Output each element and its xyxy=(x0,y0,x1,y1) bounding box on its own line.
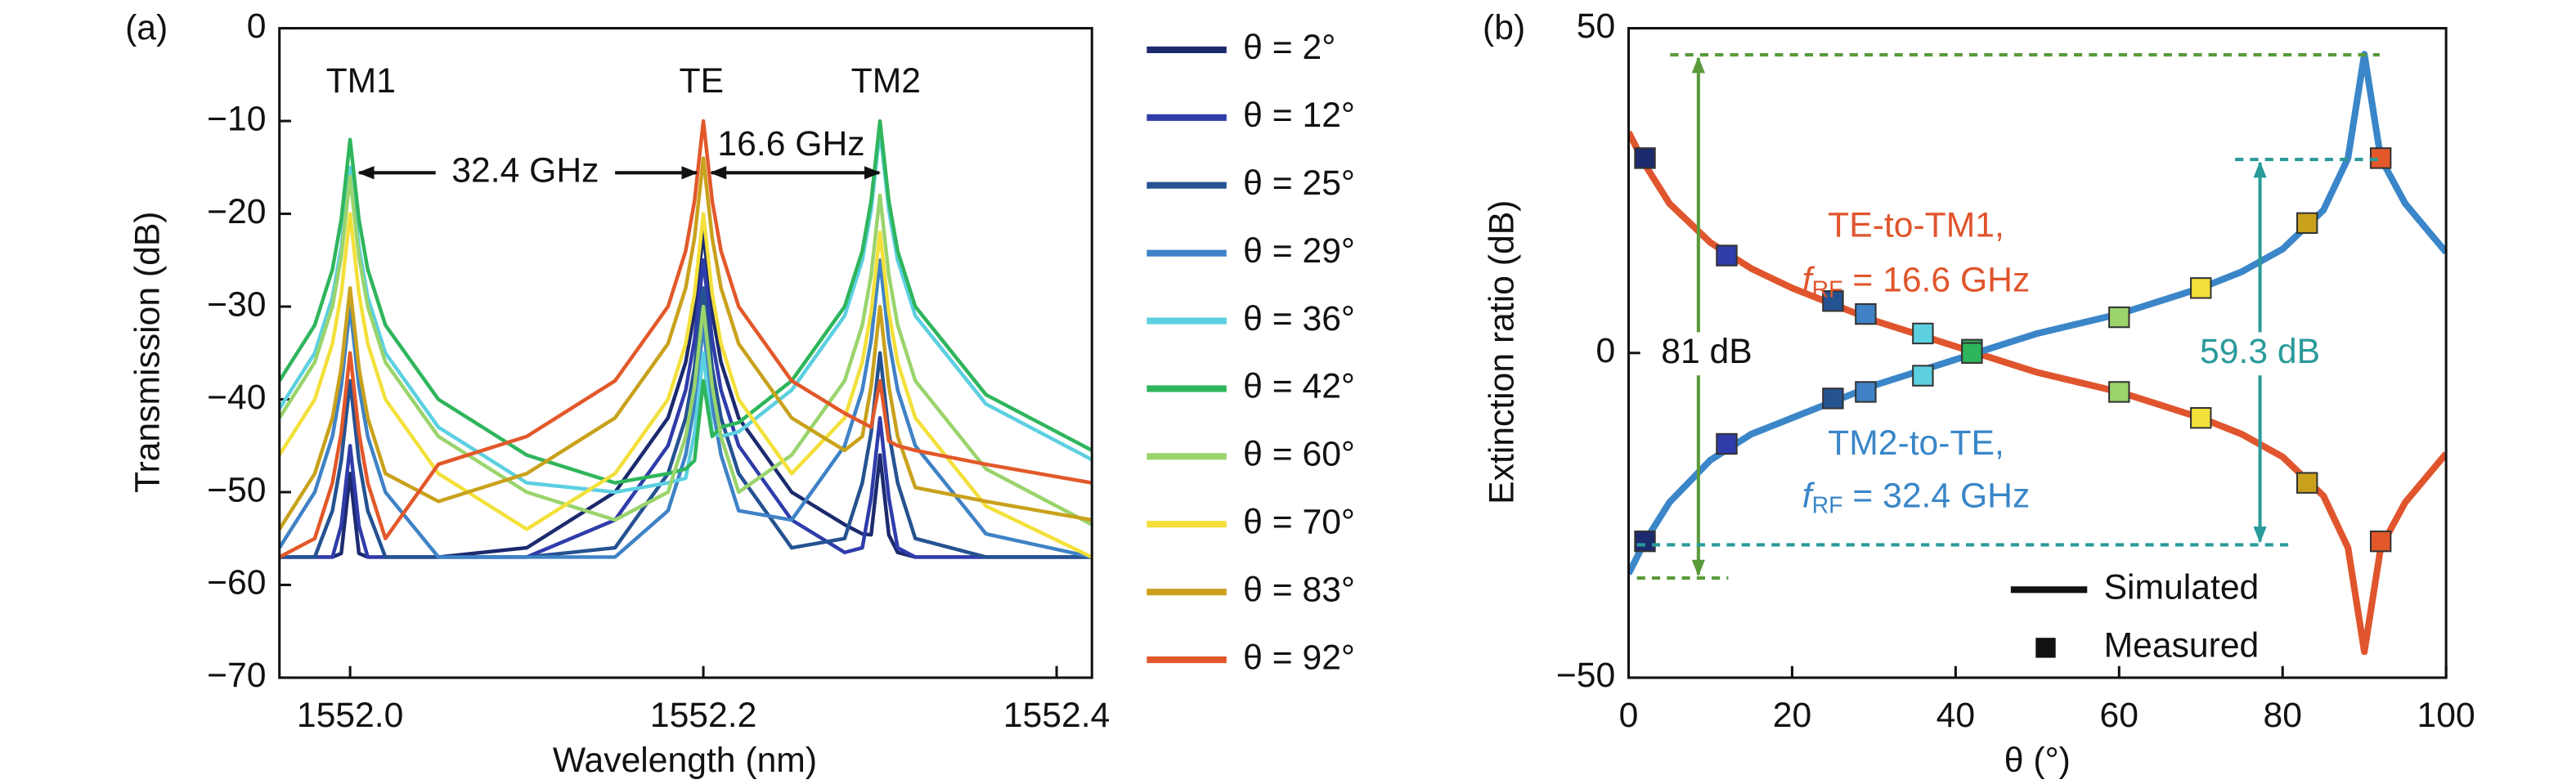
frequency-value: = 16.6 GHz xyxy=(1842,261,2030,300)
y-tick-label: −50 xyxy=(1556,656,1615,695)
measured-point xyxy=(1912,322,1934,345)
x-tick-label: 40 xyxy=(1936,696,1975,735)
annotation: 59.3 dB xyxy=(2200,332,2320,371)
legend-label: θ = 29° xyxy=(1243,231,1355,271)
x-axis-label: θ (°) xyxy=(2004,741,2071,780)
series-line xyxy=(279,230,1093,559)
series-line xyxy=(279,286,1093,559)
annotation: 32.4 GHz xyxy=(451,151,599,190)
series-line xyxy=(279,258,1093,559)
measured-point xyxy=(1716,432,1738,455)
x-tick-label: 1552.2 xyxy=(650,696,756,735)
label-background xyxy=(2190,332,2330,376)
y-tick-label: 0 xyxy=(1596,331,1616,370)
y-tick-label: 50 xyxy=(1577,7,1615,46)
legend-swatch xyxy=(2035,638,2056,658)
annotation: TM1 xyxy=(326,61,396,101)
x-tick-label: 0 xyxy=(1619,696,1639,735)
series-line xyxy=(279,174,1093,526)
y-tick-label: −70 xyxy=(207,656,266,695)
series-frequency: fRF = 32.4 GHz xyxy=(1802,477,2031,518)
series-line xyxy=(279,119,1093,485)
measured-point xyxy=(1634,147,1656,169)
legend-label: θ = 60° xyxy=(1243,435,1355,474)
series-line xyxy=(279,212,1093,559)
measured-point xyxy=(2369,530,2392,553)
measured-point xyxy=(1961,342,1983,364)
series-group xyxy=(1628,51,2447,656)
y-tick-label: −20 xyxy=(207,192,266,231)
y-tick-label: 0 xyxy=(247,7,267,46)
x-tick-label: 80 xyxy=(2263,696,2301,735)
frequency-subscript: RF xyxy=(1812,492,1843,518)
plot-frame xyxy=(1627,27,2448,679)
legend-label: θ = 83° xyxy=(1243,570,1355,609)
series-frequency: fRF = 16.6 GHz xyxy=(1802,261,2031,302)
legend-label: θ = 2° xyxy=(1243,28,1335,67)
legend-label: Simulated xyxy=(2104,568,2260,607)
y-tick-label: −50 xyxy=(207,470,266,509)
annotation: TE xyxy=(680,61,725,101)
annotation: TM2 xyxy=(851,61,921,101)
legend-label: θ = 42° xyxy=(1243,367,1355,406)
x-tick-label: 1552.0 xyxy=(297,696,403,735)
series-line xyxy=(279,258,1093,559)
measured-point xyxy=(2190,277,2212,299)
legend-label: θ = 36° xyxy=(1243,299,1355,338)
y-tick-label: −30 xyxy=(207,284,266,324)
y-axis-label: Extinction ratio (dB) xyxy=(1482,200,1521,504)
legend-label: θ = 92° xyxy=(1243,638,1355,677)
measured-point xyxy=(1855,302,1877,325)
legend-label: θ = 12° xyxy=(1243,96,1355,135)
measured-point xyxy=(1634,530,1656,553)
series-line xyxy=(279,119,1093,559)
series-line xyxy=(1628,130,2447,656)
plot-layer: 1552.0 1552.2 1552.4 0 −10 −20 −30 −40 −50 −60 −70… xyxy=(207,7,2475,735)
panel-label: (a) xyxy=(125,8,168,47)
x-tick-label: 100 xyxy=(2417,696,2475,735)
series-line xyxy=(279,156,1093,531)
legend-label: Measured xyxy=(2104,626,2260,665)
measured-point xyxy=(1822,388,1844,410)
measured-point xyxy=(2108,381,2130,403)
annotation: 16.6 GHz xyxy=(717,124,864,164)
annotation: 81 dB xyxy=(1661,332,1752,371)
measured-point xyxy=(2296,472,2318,494)
y-tick-label: −10 xyxy=(207,99,266,138)
legend-label: θ = 25° xyxy=(1243,164,1355,203)
measured-point xyxy=(2296,212,2318,235)
plot-frame xyxy=(278,27,1093,679)
measured-point xyxy=(1855,381,1877,403)
series-line xyxy=(1628,51,2447,576)
label-background xyxy=(1648,332,1766,376)
measured-point xyxy=(1822,289,1844,312)
series-group xyxy=(279,119,1093,559)
panel-label: (b) xyxy=(1483,8,1525,47)
x-tick-label: 1552.4 xyxy=(1003,696,1110,735)
series-label: TM2-to-TE, xyxy=(1828,423,2004,463)
measured-point xyxy=(2190,406,2212,429)
measured-point xyxy=(2108,306,2130,329)
x-tick-label: 60 xyxy=(2100,696,2138,735)
y-axis-label: Transmission (dB) xyxy=(128,211,167,492)
measured-point xyxy=(1716,244,1738,267)
frequency-value: = 32.4 GHz xyxy=(1842,477,2030,516)
measured-point xyxy=(1912,365,1934,387)
series-label: TE-to-TM1, xyxy=(1828,206,2004,245)
y-tick-label: −60 xyxy=(207,563,266,603)
frequency-subscript: RF xyxy=(1812,276,1843,302)
legend-label: θ = 70° xyxy=(1243,502,1355,541)
y-tick-label: −40 xyxy=(207,378,266,417)
x-tick-label: 20 xyxy=(1773,696,1811,735)
x-axis-label: Wavelength (nm) xyxy=(553,741,817,780)
